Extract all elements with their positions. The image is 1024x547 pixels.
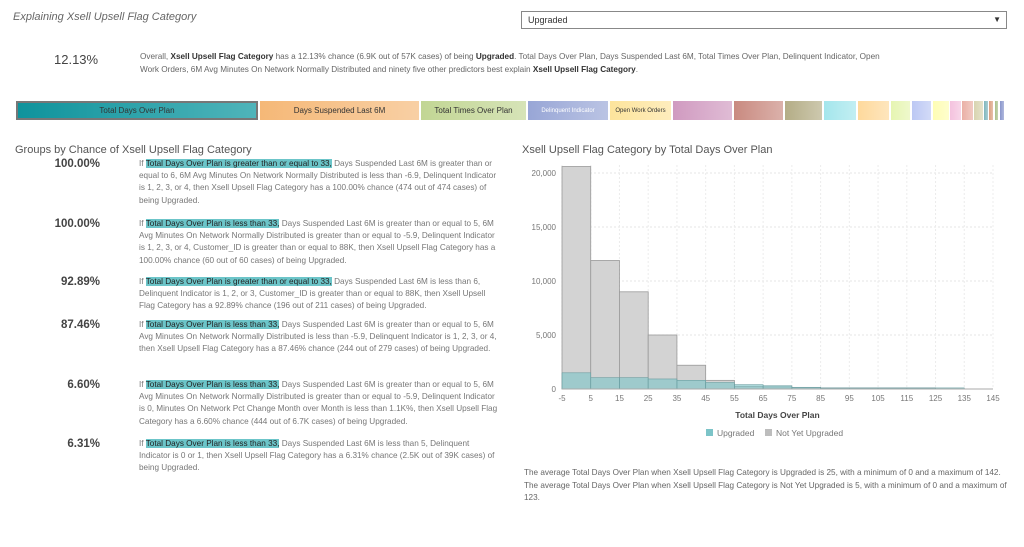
bar-not-yet-upgraded: [561, 166, 592, 390]
chart-summary: The average Total Days Over Plan when Xs…: [524, 468, 1007, 502]
bar-upgraded: [676, 380, 706, 390]
predictor-segment[interactable]: [950, 101, 961, 120]
rule-highlight[interactable]: Total Days Over Plan is greater than or …: [145, 159, 332, 168]
bar-upgraded: [590, 377, 620, 390]
predictor-segment[interactable]: [962, 101, 973, 120]
predictor-segment[interactable]: Total Days Over Plan: [16, 101, 258, 120]
dropdown-value: Upgraded: [528, 15, 568, 25]
page-title: Explaining Xsell Upsell Flag Category: [13, 11, 197, 23]
group-percentage: 6.31%: [67, 438, 100, 450]
predictor-segment[interactable]: [734, 101, 783, 120]
group-rule-text: If Total Days Over Plan is less than 33,…: [139, 320, 497, 354]
bar-upgraded: [619, 377, 649, 390]
x-tick-label: -5: [558, 394, 566, 403]
groups-title: Groups by Chance of Xsell Upsell Flag Ca…: [15, 144, 252, 156]
x-tick-label: 85: [816, 394, 825, 403]
x-tick-label: 45: [701, 394, 710, 403]
rule-highlight[interactable]: Total Days Over Plan is less than 33,: [145, 219, 280, 228]
group-percentage: 100.00%: [54, 158, 100, 170]
rule-highlight[interactable]: Total Days Over Plan is greater than or …: [145, 277, 332, 286]
group-percentage: 87.46%: [60, 319, 100, 331]
x-tick-label: 5: [589, 394, 594, 403]
predictor-segment[interactable]: [974, 101, 983, 120]
bar-not-yet-upgraded: [619, 291, 649, 390]
x-axis-label: Total Days Over Plan: [735, 410, 819, 420]
x-tick-label: 55: [730, 394, 739, 403]
legend-label: Upgraded: [717, 428, 755, 438]
chart-title: Xsell Upsell Flag Category by Total Days…: [522, 144, 773, 156]
predictor-segment[interactable]: Open Work Orders: [610, 101, 671, 120]
bar-upgraded: [705, 382, 735, 390]
predictor-segment[interactable]: [984, 101, 988, 120]
predictor-segment[interactable]: Delinquent Indicator: [528, 101, 608, 120]
chevron-down-icon: ▼: [993, 15, 1001, 24]
y-tick-label: 15,000: [532, 223, 557, 232]
x-tick-label: 35: [672, 394, 681, 403]
bar-not-yet-upgraded: [590, 260, 620, 390]
group-rule-text: If Total Days Over Plan is greater than …: [139, 159, 497, 205]
predictor-segment[interactable]: [1000, 101, 1004, 120]
legend-swatch-upgraded: [706, 429, 713, 436]
predictor-segment[interactable]: Total Times Over Plan: [421, 101, 526, 120]
overall-summary: Overall, Xsell Upsell Flag Category has …: [140, 52, 880, 74]
predictor-importance-strip: Total Days Over Plan Days Suspended Last …: [16, 101, 1008, 120]
x-tick-label: 15: [615, 394, 624, 403]
y-tick-label: 5,000: [536, 331, 557, 340]
predictor-segment[interactable]: [933, 101, 949, 120]
histogram-chart: 0 5,000 10,000 15,000 20,000 -5 5 15 25 35 45 55 65 7…: [532, 165, 1000, 438]
rule-highlight[interactable]: Total Days Over Plan is less than 33,: [145, 320, 280, 329]
rule-highlight[interactable]: Total Days Over Plan is less than 33,: [145, 439, 280, 448]
bar-upgraded: [561, 372, 592, 390]
x-tick-label: 115: [900, 394, 913, 403]
x-tick-label: 75: [787, 394, 796, 403]
predictor-segment[interactable]: [824, 101, 856, 120]
group-percentage: 100.00%: [54, 218, 100, 230]
rule-highlight[interactable]: Total Days Over Plan is less than 33,: [145, 380, 280, 389]
x-tick-label: 25: [644, 394, 653, 403]
x-tick-label: 145: [986, 394, 1000, 403]
predictor-segment[interactable]: [673, 101, 732, 120]
x-tick-label: 135: [958, 394, 972, 403]
group-rule-text: If Total Days Over Plan is less than 33,…: [139, 380, 498, 426]
predictor-segment[interactable]: [785, 101, 822, 120]
legend-swatch-not-yet-upgraded: [765, 429, 772, 436]
group-rule-text: If Total Days Over Plan is greater than …: [139, 277, 486, 311]
predictor-segment[interactable]: [995, 101, 998, 120]
overall-percentage: 12.13%: [54, 52, 99, 67]
predictor-segment[interactable]: [891, 101, 910, 120]
y-tick-label: 10,000: [532, 277, 557, 286]
response-level-dropdown[interactable]: Upgraded ▼: [521, 11, 1007, 29]
predictor-segment[interactable]: [989, 101, 993, 120]
bar-upgraded: [647, 378, 678, 390]
group-rule-text: If Total Days Over Plan is less than 33,…: [139, 219, 496, 265]
legend-label: Not Yet Upgraded: [776, 428, 843, 438]
predictor-segment[interactable]: [858, 101, 889, 120]
x-tick-label: 95: [845, 394, 854, 403]
y-tick-label: 0: [552, 385, 557, 394]
bar-upgraded: [734, 384, 764, 390]
group-percentage: 6.60%: [67, 379, 100, 391]
group-rule-text: If Total Days Over Plan is less than 33,…: [139, 439, 495, 473]
group-percentage: 92.89%: [60, 276, 100, 288]
predictor-segment[interactable]: [912, 101, 931, 120]
y-tick-label: 20,000: [532, 169, 557, 178]
x-tick-label: 65: [759, 394, 768, 403]
x-tick-label: 125: [929, 394, 943, 403]
x-tick-label: 105: [871, 394, 885, 403]
predictor-segment[interactable]: Days Suspended Last 6M: [260, 101, 419, 120]
